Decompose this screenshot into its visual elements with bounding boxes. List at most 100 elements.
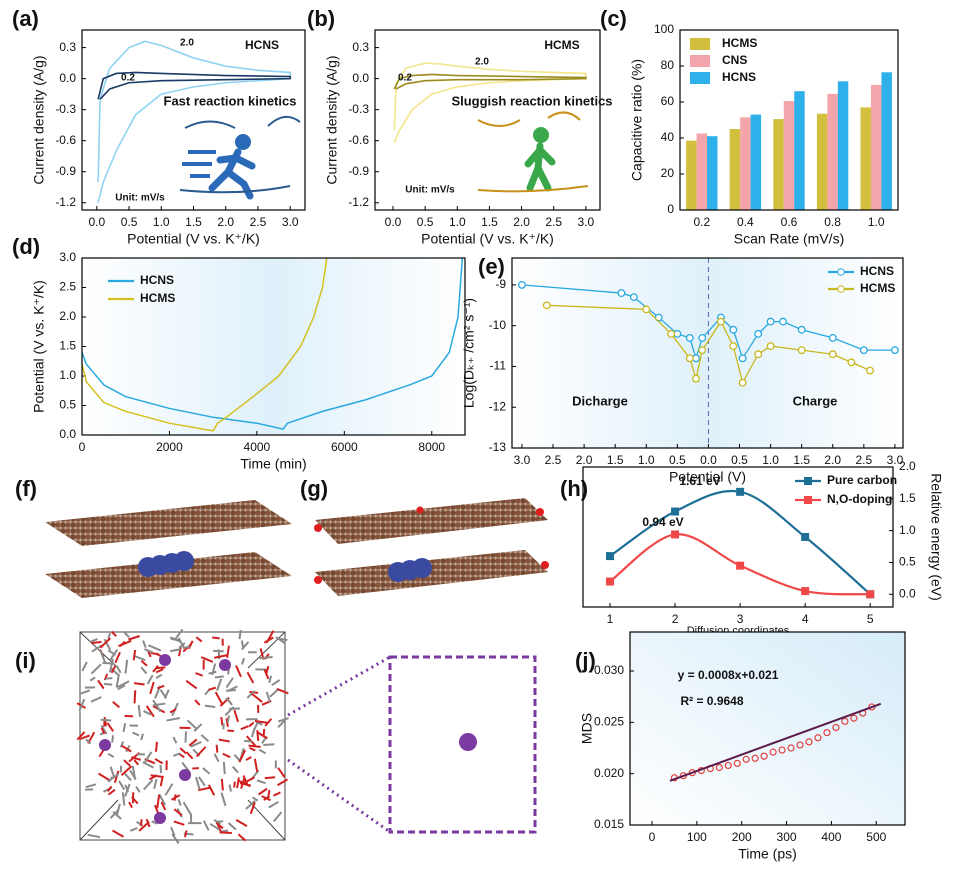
bar (861, 107, 871, 210)
molecule-bond (224, 762, 225, 774)
y-tick-label: 0.5 (899, 555, 916, 569)
x-tick-label: 0.0 (700, 453, 717, 467)
y-axis-title: Relative energy (eV) (928, 473, 944, 601)
x-tick-label: 1.0 (449, 215, 466, 229)
molecule-bond (112, 735, 113, 742)
x-tick-label: 6000 (331, 440, 358, 454)
y-axis-title: Capacitive ratio (%) (629, 59, 645, 181)
y-tick-label: -0.9 (348, 164, 369, 178)
data-point (699, 335, 706, 342)
plot-background (512, 258, 903, 448)
bar (751, 115, 761, 210)
molecule-bond (264, 729, 265, 737)
y-tick-label: 0.0 (59, 427, 76, 441)
data-point (755, 351, 762, 358)
data-point (631, 294, 638, 301)
data-point (848, 359, 855, 366)
y-axis-title: MDS (579, 713, 595, 744)
series-label: 2.0 (180, 38, 194, 49)
panel-label: (b) (307, 6, 335, 31)
data-point (767, 318, 774, 325)
data-point (730, 326, 737, 333)
series-line (98, 41, 290, 202)
x-axis-title: Potential (V vs. K⁺/K) (421, 231, 554, 247)
molecule-bond (221, 717, 222, 725)
data-point (668, 331, 675, 338)
x-tick-label: 1.5 (607, 453, 624, 467)
x-tick-label: 0.0 (88, 215, 105, 229)
data-point (767, 343, 774, 350)
x-tick-label: 2.0 (824, 453, 841, 467)
x-tick-label: 1.0 (153, 215, 170, 229)
molecule-bond (175, 794, 176, 800)
data-point (829, 351, 836, 358)
y-tick-label: 0.030 (594, 663, 624, 677)
series-label: 0.2 (121, 73, 135, 84)
molecule-bond (91, 642, 101, 643)
x-tick-label: 0.6 (781, 215, 798, 229)
bar (881, 72, 891, 210)
k-ion (219, 659, 231, 671)
x-axis-title: Time (min) (240, 456, 306, 472)
data-point (780, 318, 787, 325)
x-tick-label: 2.0 (513, 215, 530, 229)
y-tick-label: -10 (489, 318, 507, 332)
x-tick-label: 1.5 (185, 215, 202, 229)
data-point (699, 347, 706, 354)
x-tick-label: 0.5 (417, 215, 434, 229)
bar (740, 117, 750, 210)
molecule-bond (260, 657, 273, 658)
x-tick-label: 2000 (156, 440, 183, 454)
y-tick-label: 40 (661, 130, 675, 144)
x-tick-label: 0.2 (693, 215, 710, 229)
legend-marker (804, 496, 812, 504)
y-tick-label: -9 (495, 277, 506, 291)
legend-label: HCMS (140, 291, 175, 305)
molecule-bond (239, 630, 240, 639)
series-line (394, 74, 586, 88)
legend-swatch (690, 55, 710, 67)
y-axis-title: Log(Dₖ₊ /cm² s⁻¹) (461, 298, 477, 408)
y-tick-label: 0.025 (594, 715, 624, 729)
y-tick-label: 60 (661, 94, 675, 108)
y-tick-label: -13 (489, 440, 507, 454)
x-tick-label: 1 (607, 612, 614, 626)
bar (784, 101, 794, 210)
legend-label: CNS (722, 53, 747, 67)
x-tick-label: 1.0 (638, 453, 655, 467)
y-tick-label: 3.0 (59, 250, 76, 264)
x-tick-label: 4 (802, 612, 809, 626)
y-axis-title: Current density (A/g) (324, 55, 340, 184)
annotation: HCMS (544, 38, 579, 52)
x-tick-label: 0 (79, 440, 86, 454)
x-tick-label: 1.5 (793, 453, 810, 467)
molecule-bond (226, 690, 236, 691)
y-tick-label: -0.9 (55, 164, 76, 178)
y-tick-label: 0.0 (899, 586, 916, 600)
plot-frame (82, 30, 305, 210)
molecule-bond (234, 782, 235, 788)
legend-marker (804, 477, 812, 485)
legend-label: Pure carbon (827, 473, 897, 487)
y-tick-label: -1.2 (55, 195, 76, 209)
molecule-bond (220, 832, 232, 833)
x-tick-label: 8000 (418, 440, 445, 454)
data-point (736, 562, 744, 570)
y-tick-label: -0.6 (55, 133, 76, 147)
y-tick-label: -1.2 (348, 195, 369, 209)
bar (817, 114, 827, 210)
annotation: Sluggish reaction kinetics (451, 93, 612, 108)
y-tick-label: 1.5 (899, 491, 916, 505)
y-tick-label: 20 (661, 166, 675, 180)
x-tick-label: 5 (867, 612, 874, 626)
x-tick-label: 0.8 (824, 215, 841, 229)
molecule-bond (228, 715, 229, 722)
molecule-bond (155, 667, 165, 668)
annotation: 1.61 eV (679, 474, 720, 488)
x-tick-label: 400 (821, 830, 841, 844)
bar (871, 85, 881, 210)
k-ion (179, 769, 191, 781)
bar (686, 141, 696, 210)
x-tick-label: 2.0 (217, 215, 234, 229)
y-tick-label: 0.5 (59, 398, 76, 412)
